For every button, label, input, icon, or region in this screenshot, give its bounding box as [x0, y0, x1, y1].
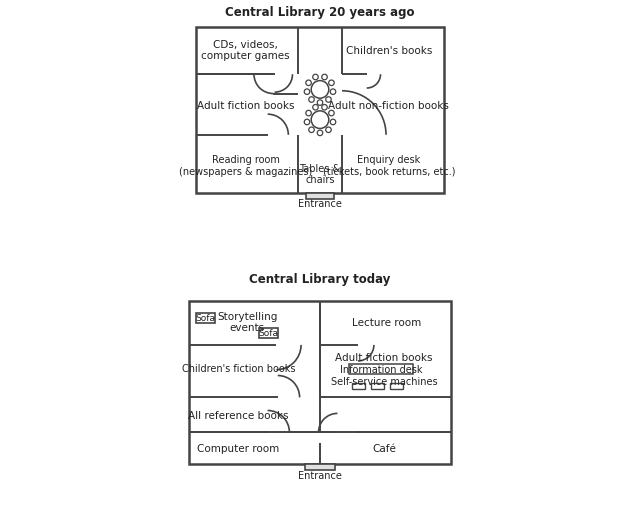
Bar	[349, 364, 413, 374]
Circle shape	[306, 81, 311, 86]
Circle shape	[313, 75, 318, 81]
Text: Adult non-fiction books: Adult non-fiction books	[328, 100, 449, 110]
Circle shape	[306, 111, 311, 117]
Circle shape	[326, 128, 332, 133]
Circle shape	[308, 128, 314, 133]
Circle shape	[326, 97, 332, 103]
Bar	[352, 383, 365, 389]
Text: Information desk: Information desk	[340, 364, 422, 374]
Text: Children's fiction books: Children's fiction books	[182, 364, 295, 374]
Bar	[371, 383, 384, 389]
Text: Self-service machines: Self-service machines	[331, 377, 437, 387]
Text: Computer room: Computer room	[197, 443, 280, 453]
Circle shape	[311, 81, 329, 99]
Circle shape	[330, 90, 336, 95]
Text: Reading room
(newspapers & magazines): Reading room (newspapers & magazines)	[179, 155, 312, 177]
Text: Storytelling
events: Storytelling events	[217, 311, 277, 333]
Text: Tables &
chairs: Tables & chairs	[300, 163, 340, 185]
Text: Enquiry desk
(tickets, book returns, etc.): Enquiry desk (tickets, book returns, etc…	[323, 155, 455, 177]
Text: Entrance: Entrance	[298, 470, 342, 480]
Circle shape	[313, 106, 318, 111]
Text: All reference books: All reference books	[188, 410, 289, 420]
Circle shape	[322, 106, 327, 111]
Bar	[196, 28, 444, 193]
Text: Sofa: Sofa	[196, 314, 216, 323]
Circle shape	[308, 97, 314, 103]
Circle shape	[304, 90, 310, 95]
Bar	[259, 329, 278, 338]
Text: Children's books: Children's books	[346, 45, 432, 56]
Circle shape	[329, 81, 334, 86]
Text: Adult fiction books: Adult fiction books	[197, 100, 294, 110]
Text: Sofa: Sofa	[259, 329, 278, 338]
Bar	[307, 193, 333, 199]
Circle shape	[317, 131, 323, 136]
Text: CDs, videos,
computer games: CDs, videos, computer games	[202, 39, 290, 61]
Circle shape	[329, 111, 334, 117]
Bar	[196, 313, 215, 323]
Circle shape	[322, 75, 327, 81]
Bar	[189, 301, 451, 465]
Circle shape	[330, 120, 336, 125]
Circle shape	[311, 112, 329, 129]
Bar	[390, 383, 403, 389]
Text: Entrance: Entrance	[298, 198, 342, 209]
Bar	[305, 465, 335, 470]
Circle shape	[304, 120, 310, 125]
Circle shape	[317, 100, 323, 106]
Text: Lecture room: Lecture room	[353, 317, 422, 327]
Title: Central Library 20 years ago: Central Library 20 years ago	[225, 6, 415, 19]
Text: Café: Café	[372, 443, 396, 453]
Title: Central Library today: Central Library today	[250, 273, 390, 286]
Text: Adult fiction books: Adult fiction books	[335, 352, 433, 362]
